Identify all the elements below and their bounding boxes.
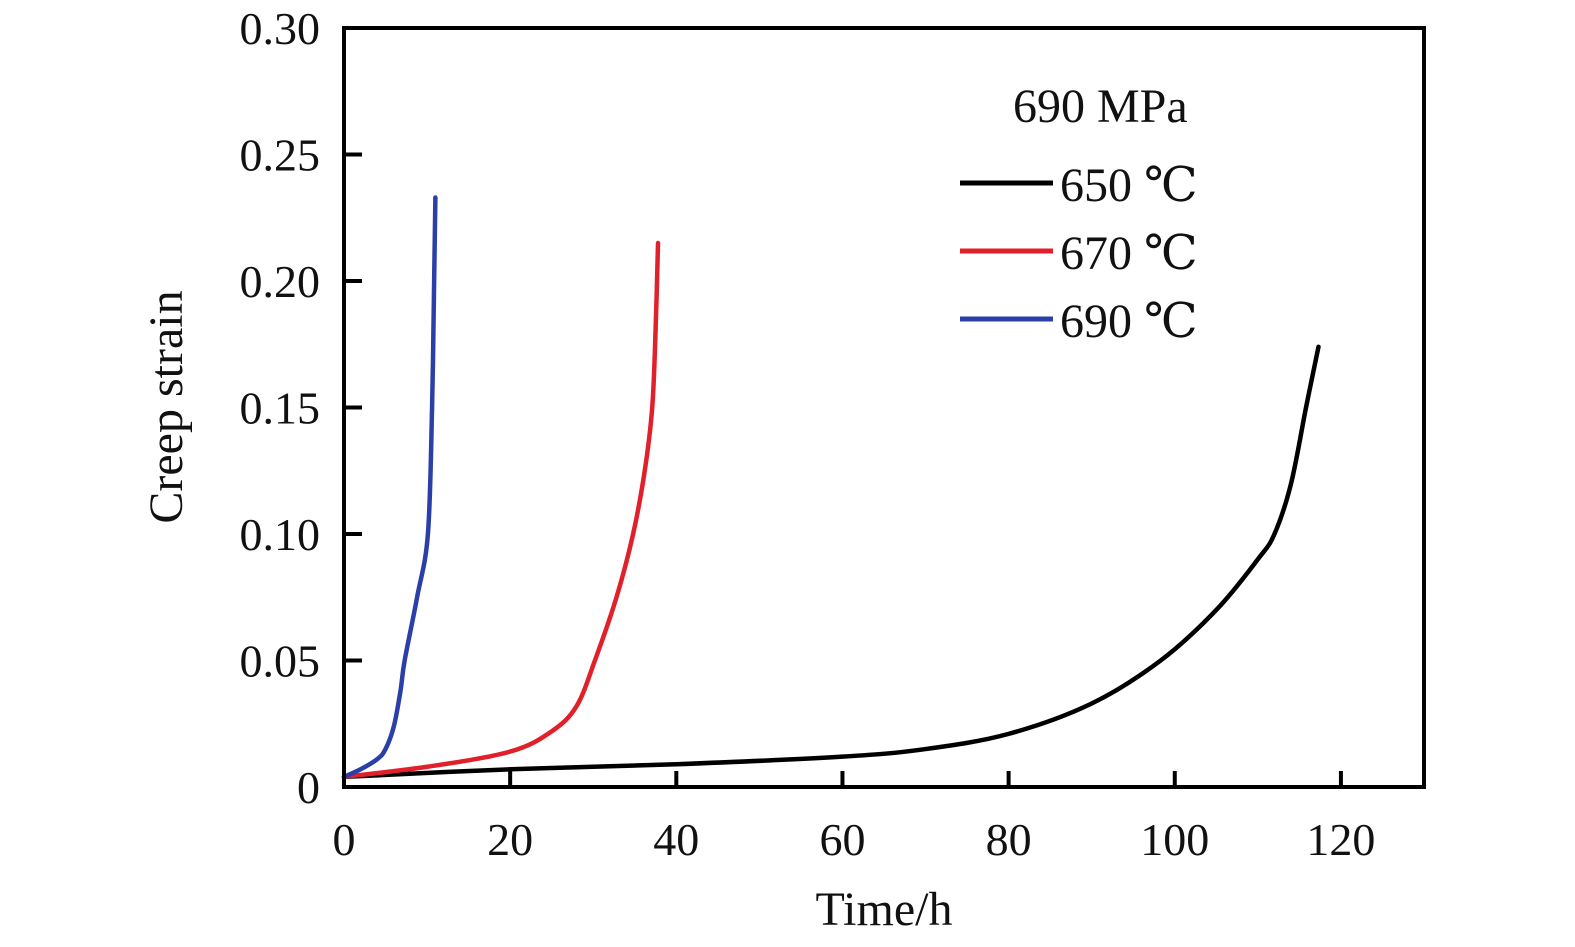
x-tick-label: 120 (1306, 814, 1375, 865)
x-axis: 0 20 40 60 80 100 120 (333, 771, 1375, 865)
x-tick-label: 40 (653, 814, 699, 865)
legend-title: 690 MPa (1013, 80, 1188, 133)
x-tick-label: 100 (1140, 814, 1209, 865)
y-tick-label: 0.30 (240, 3, 321, 54)
y-tick-label: 0.25 (240, 130, 321, 181)
y-tick-label: 0.20 (240, 256, 321, 307)
legend-label-0: 650 ℃ (1060, 159, 1198, 212)
series-line-0 (341, 344, 1321, 780)
legend-label-2: 690 ℃ (1060, 295, 1198, 348)
y-tick-label: 0.05 (240, 636, 321, 687)
y-axis-title: Creep strain (140, 290, 193, 523)
plot-frame (342, 26, 1426, 789)
y-tick-label: 0.10 (240, 509, 321, 560)
x-axis-title: Time/h (816, 883, 953, 936)
y-tick-label: 0 (297, 762, 320, 813)
plot-marks (341, 195, 1321, 780)
x-tick-label: 20 (487, 814, 533, 865)
legend: 690 MPa 650 ℃ 670 ℃ 690 ℃ (960, 80, 1198, 348)
series-line-2 (341, 195, 438, 780)
x-tick-label: 0 (333, 814, 356, 865)
series-line-1 (341, 240, 661, 780)
y-axis: 0 0.05 0.10 0.15 0.20 0.25 0.30 (240, 3, 362, 813)
y-tick-label: 0.15 (240, 383, 321, 434)
x-tick-label: 80 (986, 814, 1032, 865)
x-tick-label: 60 (819, 814, 865, 865)
legend-label-1: 670 ℃ (1060, 227, 1198, 280)
